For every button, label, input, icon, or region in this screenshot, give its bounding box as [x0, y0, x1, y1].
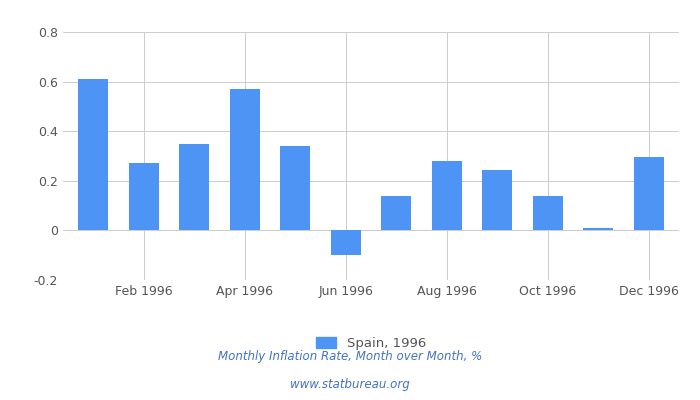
Bar — [432, 161, 462, 230]
Bar — [230, 89, 260, 230]
Bar — [280, 146, 310, 230]
Text: Monthly Inflation Rate, Month over Month, %: Monthly Inflation Rate, Month over Month… — [218, 350, 482, 363]
Text: www.statbureau.org: www.statbureau.org — [290, 378, 410, 391]
Bar — [78, 79, 108, 230]
Bar — [533, 196, 563, 230]
Legend: Spain, 1996: Spain, 1996 — [311, 331, 431, 355]
Bar — [330, 230, 361, 255]
Bar — [381, 196, 412, 230]
Bar — [179, 144, 209, 230]
Bar — [634, 157, 664, 230]
Bar — [129, 164, 159, 230]
Bar — [482, 170, 512, 230]
Bar — [583, 228, 613, 230]
